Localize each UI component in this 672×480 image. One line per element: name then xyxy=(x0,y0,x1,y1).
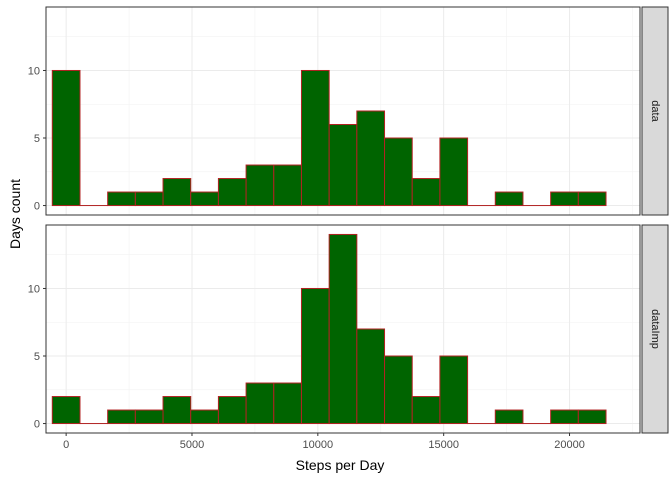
histogram-bar xyxy=(51,69,81,207)
panel-dataimp: 0 5 10 dataImp xyxy=(28,224,669,434)
y-tick-label: 10 xyxy=(28,283,40,295)
histogram-bar xyxy=(245,164,275,207)
histogram-bar xyxy=(217,396,247,425)
x-tick-label: 15000 xyxy=(428,439,459,451)
histogram-bar xyxy=(384,137,413,207)
panel-border xyxy=(45,224,641,434)
histogram-bar xyxy=(550,191,579,207)
histogram-bar xyxy=(494,409,524,425)
histogram-bar xyxy=(439,355,469,425)
x-tick-label: 10000 xyxy=(303,439,334,451)
x-tick-label: 0 xyxy=(63,439,69,451)
histogram-bar xyxy=(190,191,219,207)
histogram-bar xyxy=(328,233,358,425)
histogram-bar xyxy=(550,409,579,425)
facet-strip-label: data xyxy=(649,100,661,122)
histogram-bar xyxy=(356,328,386,425)
y-tick-label: 5 xyxy=(34,351,40,363)
y-tick-label: 0 xyxy=(34,419,40,431)
histogram-bar xyxy=(577,191,607,207)
x-tick-label: 20000 xyxy=(554,439,585,451)
histogram-bar xyxy=(162,396,192,425)
panel-data: 0 5 10 data xyxy=(28,6,669,216)
y-tick-label: 5 xyxy=(34,133,40,145)
histogram-bar xyxy=(328,124,358,207)
y-tick-label: 10 xyxy=(28,65,40,77)
histogram-bar xyxy=(384,355,413,425)
histogram-bar xyxy=(107,409,136,425)
histogram-bar xyxy=(245,382,275,425)
histogram-bar xyxy=(300,69,330,207)
x-axis-title: Steps per Day xyxy=(296,457,385,473)
facet-strip xyxy=(641,224,669,434)
y-axis-title: Days count xyxy=(7,179,23,249)
histogram-bar xyxy=(217,178,247,207)
histogram-bar xyxy=(162,178,192,207)
histogram-bar xyxy=(134,409,164,425)
histogram-bar xyxy=(494,191,524,207)
histogram-bar xyxy=(411,396,441,425)
panel-border xyxy=(45,6,641,216)
histogram-bar xyxy=(51,396,81,425)
histogram-bar xyxy=(439,137,469,207)
x-tick-label: 5000 xyxy=(180,439,204,451)
histogram-bar xyxy=(190,409,219,425)
facet-strip xyxy=(641,6,669,216)
facet-strip-label: dataImp xyxy=(649,309,661,349)
histogram-bar xyxy=(411,178,441,207)
histogram-bar xyxy=(356,110,386,207)
histogram-bar xyxy=(300,287,330,425)
histogram-bar xyxy=(273,382,302,425)
histogram-bar xyxy=(273,164,302,207)
histogram-bar xyxy=(134,191,164,207)
histogram-bar xyxy=(577,409,607,425)
y-tick-label: 0 xyxy=(34,201,40,213)
x-axis: 0 5000 10000 15000 20000 xyxy=(63,433,585,451)
histogram-bar xyxy=(107,191,136,207)
